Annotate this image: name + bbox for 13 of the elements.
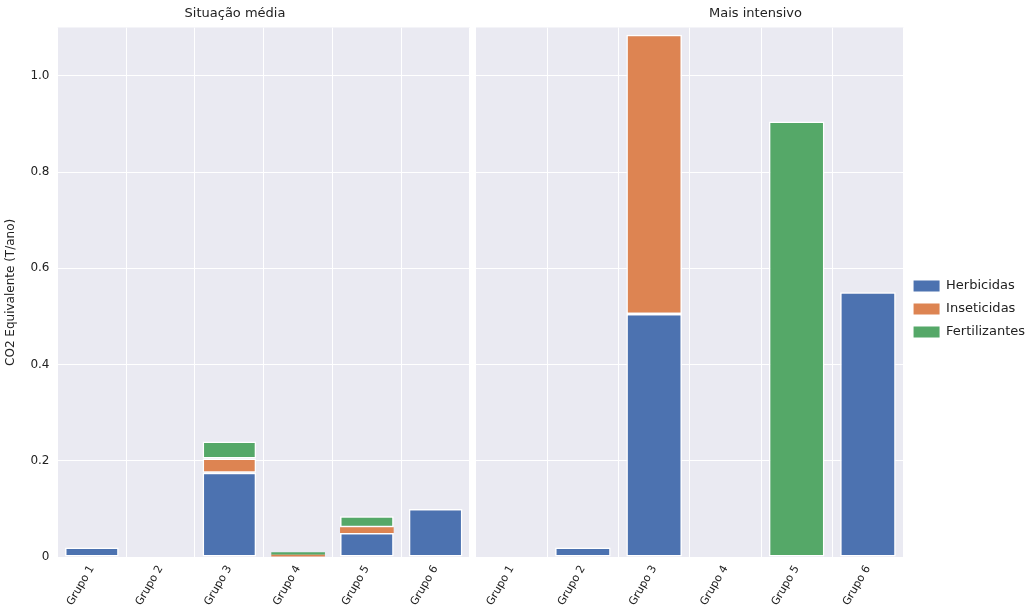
y-tick-label: 1.0 — [30, 67, 50, 82]
bar — [340, 527, 394, 534]
legend-label: Fertilizantes — [946, 323, 1026, 339]
legend-label: Inseticidas — [946, 300, 1016, 316]
chart-title: Mais intensivo — [709, 5, 802, 21]
y-tick-label: 0 — [41, 549, 50, 564]
legend-label: Herbicidas — [946, 277, 1016, 293]
y-tick-label: 0.4 — [30, 356, 50, 371]
y-tick-label: 0.6 — [30, 260, 50, 275]
chart-title: Situação média — [184, 5, 286, 21]
y-tick-label: 0.8 — [30, 164, 50, 179]
y-axis-title: CO2 Equivalente (T/ano) — [3, 218, 18, 366]
y-tick-label: 0.2 — [30, 452, 50, 467]
